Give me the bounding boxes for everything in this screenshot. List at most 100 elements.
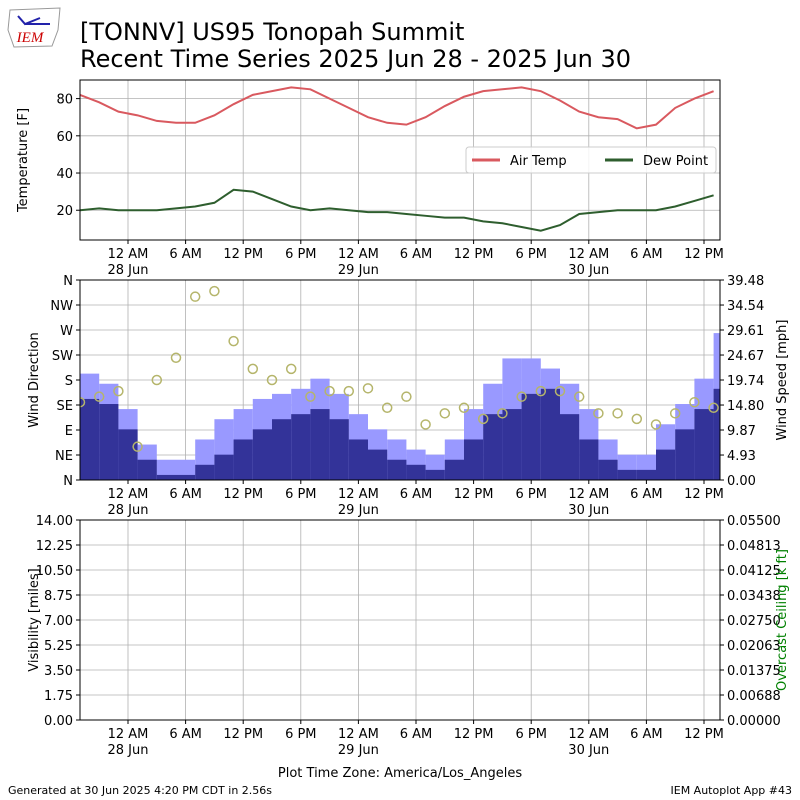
y-tick-label: 20 [56,204,73,219]
y2-tick-label: 19.74 [727,374,764,389]
y2-tick-label: 0.00 [727,474,756,489]
y-tick-label: W [60,324,73,339]
bar [368,449,388,480]
x-tick-label: 6 PM [515,247,546,262]
scatter-point [209,285,220,297]
scatter-point [516,391,527,402]
scatter-point [132,441,143,452]
y-tick-label: 40 [56,167,73,182]
bar [80,398,100,480]
y2-tick-label: 0.03438 [727,589,781,604]
scatter-point [113,385,124,397]
scatter-point [362,383,374,394]
bar [598,459,618,480]
line-series [80,188,714,232]
y-tick-label: 60 [56,130,73,145]
scatter-point [247,363,259,375]
series-group [80,86,714,232]
bar [348,439,368,480]
bar [579,439,599,480]
series-group [80,285,720,480]
scatter-point [151,374,163,386]
bar [310,409,330,480]
x-tick-sublabel: 28 Jun [108,743,149,758]
bar [272,419,292,480]
scatter-point [170,352,182,364]
x-tick-label: 6 AM [630,247,663,262]
x-tick-label: 12 AM [108,487,149,502]
bar [195,464,215,480]
scatter-point [93,391,105,402]
y-axis-label: Visibility [miles] [27,568,42,671]
legend-label: Air Temp [510,154,567,169]
y2-tick-label: 0.00000 [727,714,781,729]
x-tick-sublabel: 30 Jun [568,743,609,758]
bar [156,474,176,480]
scatter-point [631,413,643,425]
y2-tick-label: 0.02750 [727,614,781,629]
y2-tick-label: 39.48 [727,274,764,289]
scatter-point [343,385,355,397]
x-tick-label: 12 PM [454,247,494,262]
scatter-point [439,408,451,419]
y-tick-label: S [65,374,73,389]
scatter-point [554,385,566,397]
bar [540,388,560,480]
y-tick-label: 3.50 [44,664,73,679]
scatter-point [612,408,623,419]
y-tick-label: N [63,274,73,289]
x-tick-label: 6 AM [169,487,202,502]
x-tick-label: 6 PM [285,487,316,502]
y-tick-label: SW [52,349,73,364]
x-tick-label: 12 AM [568,727,609,742]
scatter-point [708,402,719,414]
bar [425,469,445,480]
footer-right: IEM Autoplot App #43 [671,784,793,797]
y2-tick-label: 14.80 [727,399,764,414]
bar [329,419,349,480]
x-tick-sublabel: 28 Jun [108,503,149,518]
x-tick-label: 12 AM [108,247,149,262]
x-tick-label: 12 AM [338,487,379,502]
x-tick-label: 12 PM [684,247,724,262]
bar [713,388,720,480]
bar [464,439,484,480]
scatter-point [189,291,201,302]
bar [99,404,119,480]
x-tick-label: 12 PM [454,487,494,502]
bar [252,429,272,480]
x-tick-label: 12 PM [684,487,724,502]
scatter-point [458,402,470,414]
x-tick-label: 12 AM [338,727,379,742]
scatter-point [305,391,316,402]
x-tick-sublabel: 29 Jun [338,503,379,518]
x-tick-label: 6 PM [285,247,316,262]
footer-left: Generated at 30 Jun 2025 4:20 PM CDT in … [8,784,272,797]
x-tick-label: 12 AM [108,727,149,742]
bar [502,409,522,480]
y-tick-label: 12.25 [36,539,73,554]
x-tick-sublabel: 30 Jun [568,503,609,518]
scatter-point [477,413,489,425]
scatter-point [573,391,585,402]
bar [233,439,253,480]
y-tick-label: 10.50 [36,564,73,579]
y-tick-label: 14.00 [36,514,73,529]
bar [521,393,541,480]
scatter-point [497,408,508,419]
x-tick-sublabel: 28 Jun [108,263,149,278]
x-tick-label: 12 AM [568,487,609,502]
y2-axis-label: Wind Speed [mph] [775,320,790,441]
bar [483,414,503,480]
x-tick-label: 6 AM [400,247,433,262]
y2-tick-label: 0.01375 [727,664,781,679]
x-tick-label: 12 PM [223,487,263,502]
y2-tick-label: 0.04125 [727,564,781,579]
scatter-point [228,335,239,347]
x-tick-label: 6 PM [515,727,546,742]
x-tick-sublabel: 30 Jun [568,263,609,278]
legend: Air Temp Dew Point [465,146,717,174]
